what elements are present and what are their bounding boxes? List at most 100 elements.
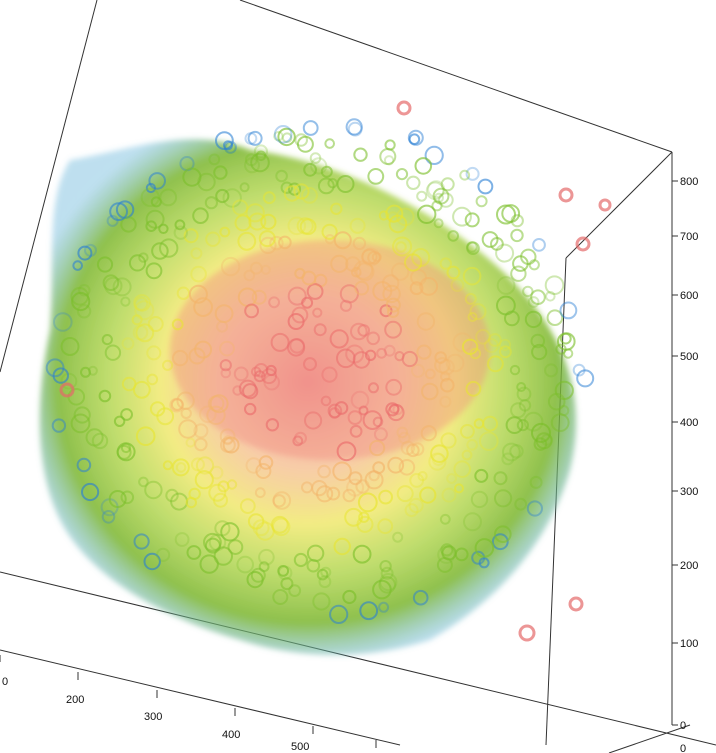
cell-point: [91, 432, 109, 450]
cell-point: [460, 424, 475, 439]
cell-point: [318, 575, 332, 589]
cell-point: [366, 331, 381, 346]
cell-point: [532, 238, 546, 252]
cell-point: [362, 410, 383, 431]
cell-point: [182, 167, 202, 187]
cell-point: [217, 480, 230, 493]
cell-point: [233, 366, 249, 382]
cell-point: [395, 241, 407, 253]
cell-point: [175, 462, 187, 473]
cell-point: [190, 265, 207, 283]
cell-point: [219, 226, 231, 238]
cell-point: [493, 471, 508, 486]
cell-point: [255, 150, 267, 162]
cell-point: [477, 178, 494, 195]
cell-point: [336, 175, 355, 193]
cell-point: [265, 364, 277, 377]
cell-point: [445, 353, 465, 373]
cell-point: [518, 399, 532, 412]
cell-point: [109, 202, 128, 222]
cell-point: [555, 343, 567, 355]
cell-point: [260, 213, 277, 230]
cell-point: [321, 366, 338, 383]
cell-point: [510, 265, 527, 282]
cell-point: [516, 419, 530, 432]
right-axis-tick-label: 700: [680, 231, 698, 243]
cell-point: [176, 391, 195, 410]
cell-point: [277, 127, 296, 147]
cell-point: [342, 488, 356, 503]
cell-point: [321, 223, 338, 240]
bottom-axis-tick-300: 300: [144, 711, 162, 723]
cell-point: [387, 456, 405, 474]
right-axis-tick-label: 600: [680, 290, 698, 302]
cell-point: [303, 357, 317, 372]
cell-point: [280, 181, 293, 194]
cell-point: [258, 548, 275, 566]
cell-point: [134, 296, 149, 311]
cell-point: [333, 231, 352, 250]
cell-point: [467, 312, 478, 322]
cell-point: [242, 383, 259, 400]
cell-point: [128, 254, 147, 272]
cell-point: [446, 473, 458, 484]
cell-point: [120, 490, 135, 505]
cell-point: [330, 254, 349, 273]
cell-point: [544, 275, 565, 296]
cell-point: [410, 442, 425, 457]
cell-point: [406, 175, 421, 191]
cell-point: [336, 441, 357, 462]
cell-point: [398, 459, 416, 476]
cell-point: [135, 323, 155, 343]
cell-point: [450, 278, 465, 293]
cell-point: [294, 133, 309, 147]
cell-point: [220, 367, 232, 379]
cell-point: [199, 405, 217, 424]
cell-point: [281, 132, 293, 143]
cell-point: [278, 235, 292, 250]
cell-point: [382, 284, 401, 304]
outlier-point: [568, 596, 584, 612]
cell-point: [376, 347, 388, 359]
cell-point: [138, 252, 149, 263]
cell-point: [348, 471, 363, 486]
cell-point: [237, 231, 257, 251]
cell-point: [301, 270, 317, 286]
cell-point: [496, 295, 516, 316]
cell-point: [170, 398, 184, 411]
cell-point: [428, 452, 447, 471]
right-axis-tick-label: 0: [680, 720, 686, 732]
cell-point: [147, 316, 164, 332]
cell-point: [133, 294, 151, 312]
cell-point: [512, 255, 529, 272]
cell-point: [120, 216, 137, 233]
cell-point: [244, 157, 260, 174]
cell-point: [188, 347, 206, 365]
cell-point: [412, 589, 429, 606]
cell-point: [185, 496, 198, 509]
cell-point: [306, 544, 325, 562]
cell-point: [454, 483, 464, 494]
cell-point: [185, 437, 196, 448]
cell-point: [373, 427, 388, 442]
right-axis-tick-label: 800: [680, 176, 698, 188]
cell-point: [453, 460, 472, 479]
cell-point: [516, 386, 532, 402]
cell-point: [466, 241, 480, 255]
cell-point: [172, 349, 189, 367]
cell-point: [547, 392, 566, 411]
cell-point: [530, 333, 546, 349]
cell-point: [246, 571, 264, 589]
cell-point: [220, 256, 241, 277]
cell-point: [347, 121, 363, 137]
cell-point: [135, 426, 156, 447]
cell-point: [350, 390, 370, 410]
cell-point: [416, 312, 436, 331]
cell-point: [148, 172, 166, 190]
cell-point: [254, 487, 266, 499]
cell-point: [496, 204, 516, 225]
cell-point: [396, 485, 414, 503]
cell-point: [156, 547, 171, 563]
cell-point: [385, 297, 401, 313]
